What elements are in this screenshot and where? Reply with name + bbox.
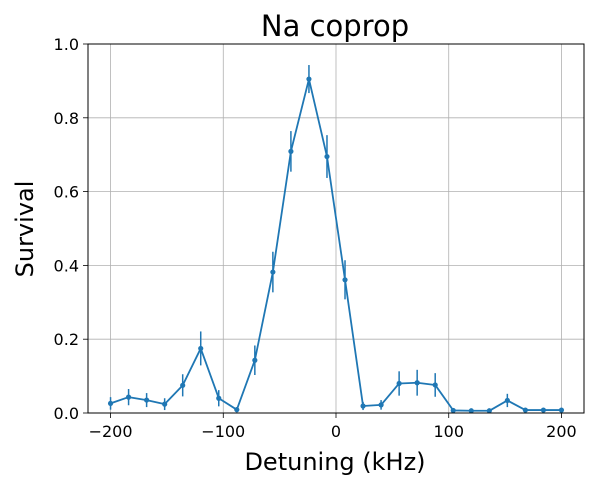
data-point [144,397,150,403]
x-axis-label: Detuning (kHz) [244,448,425,476]
y-tick-label: 1.0 [54,35,79,54]
data-point [450,407,456,414]
x-tick-label: 0 [331,422,341,441]
x-tick-label: −100 [201,422,245,441]
y-tick-label: 0.4 [54,256,79,275]
data-point [522,407,528,413]
y-tick-label: 0.6 [54,183,79,202]
y-axis-label: Survival [11,181,39,278]
x-tick-label: 200 [546,422,577,441]
data-point [504,397,510,404]
data-point [125,394,132,400]
data-point [234,407,240,413]
data-point [486,408,492,414]
data-point [107,400,114,407]
x-tick-label: −200 [89,422,133,441]
ticks: −200 −100 0 100 200 0.0 0.2 0.4 0.6 0.8 1.0 [54,35,577,441]
data-point [396,380,402,387]
data-point [432,382,438,388]
data-point [378,402,384,408]
data-point [324,153,330,160]
data-point [342,277,348,283]
data-point [198,345,204,352]
data-point [288,148,294,154]
y-tick-label: 0.8 [54,109,79,128]
y-tick-label: 0.0 [54,404,79,423]
data-point [468,408,474,414]
data-point [252,357,258,363]
series-line [110,78,562,412]
data-point [216,395,222,401]
series-layer [107,65,565,414]
data-point [558,407,565,413]
data-point [360,403,366,409]
chart-title: Na coprop [261,9,409,43]
y-tick-label: 0.2 [54,330,79,349]
data-point [306,76,312,82]
data-point [162,401,168,407]
x-tick-label: 100 [433,422,464,441]
data-point [414,380,420,386]
data-point [540,407,547,413]
data-point [180,382,186,388]
data-point [270,269,276,275]
